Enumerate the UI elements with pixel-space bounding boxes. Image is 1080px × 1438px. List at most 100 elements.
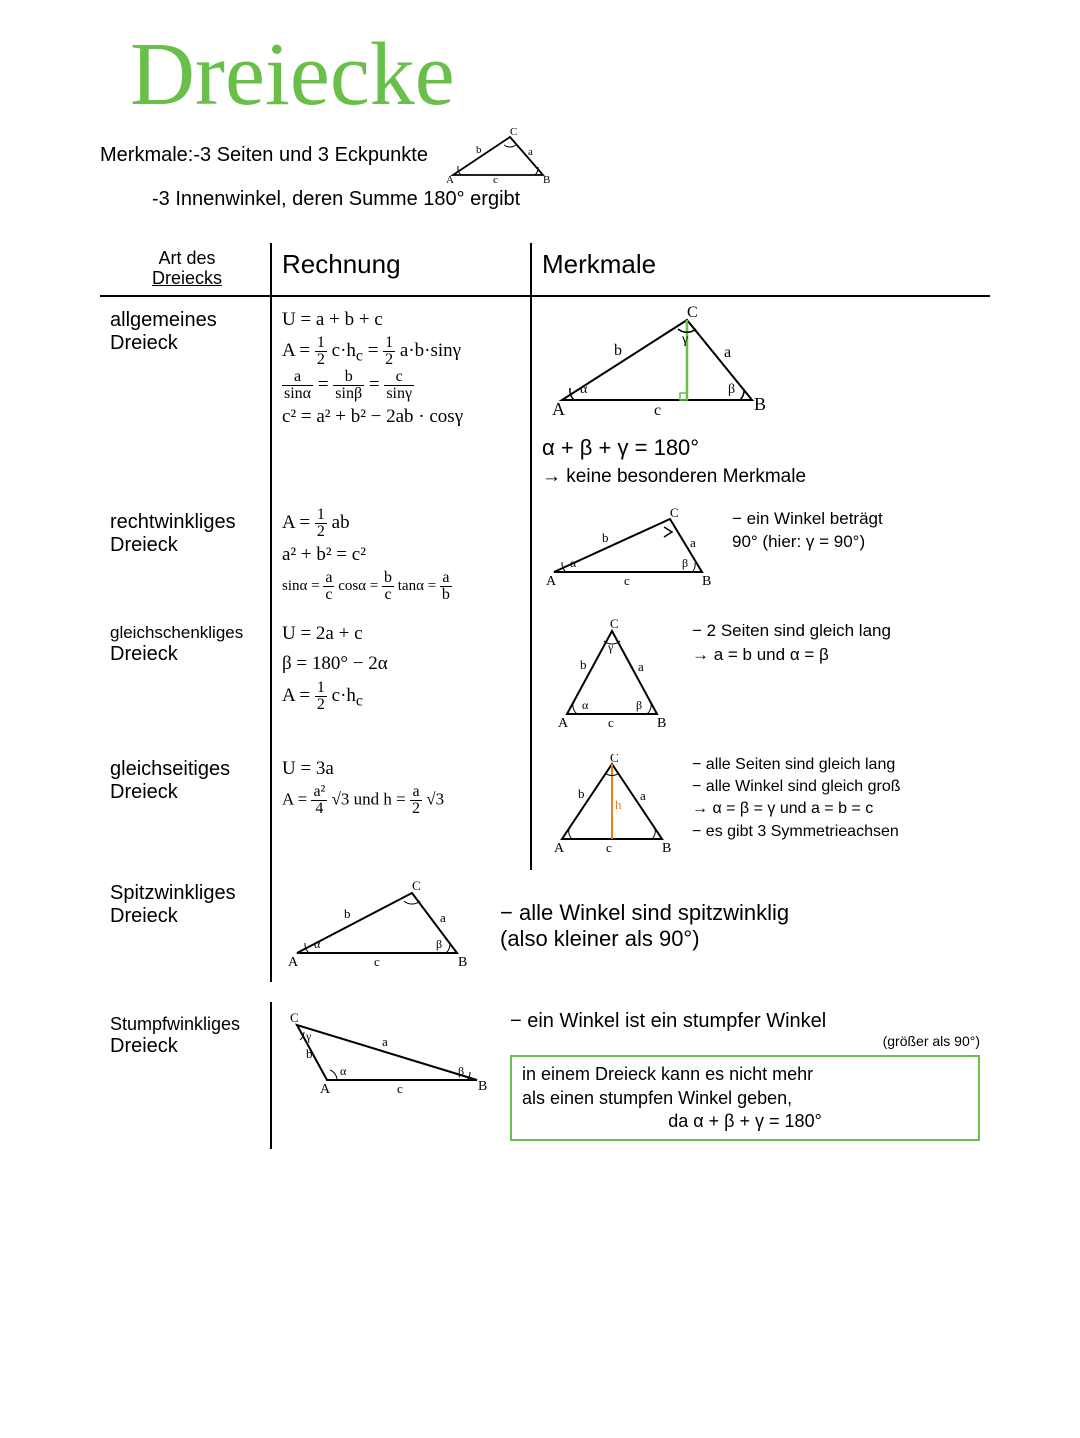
svg-text:γ: γ (305, 1029, 312, 1043)
row2-calc3: A = 12 c·hc (282, 680, 520, 714)
row1-diagram: A B C b a c α β (542, 507, 722, 596)
svg-text:α: α (580, 382, 588, 397)
row3-note4: − es gibt 3 Symmetrieachsen (692, 821, 901, 843)
intro-block: Merkmale:-3 Seiten und 3 Eckpunkte A B C… (100, 125, 990, 213)
svg-text:B: B (478, 1079, 487, 1094)
row1-note2: 90° (hier: γ = 90°) (732, 530, 883, 554)
svg-text:b: b (344, 906, 351, 921)
svg-text:a: a (638, 659, 644, 674)
row2-note2: → a = b und α = β (692, 643, 891, 667)
row1-note1: − ein Winkel beträgt (732, 507, 883, 531)
svg-text:C: C (610, 754, 619, 765)
svg-text:α: α (582, 698, 589, 712)
row4-line2: (also kleiner als 90°) (500, 926, 789, 952)
row2-calc1: U = 2a + c (282, 619, 520, 649)
svg-text:α: α (570, 556, 577, 570)
header-col2: Rechnung (270, 243, 530, 295)
svg-text:A: A (546, 574, 557, 587)
svg-text:b: b (306, 1046, 313, 1061)
row1-name1: rechtwinkliges (110, 511, 264, 534)
table-row: Stumpfwinkliges Dreieck A B C b a c α β (100, 1002, 990, 1149)
row4-line1: − alle Winkel sind spitzwinklig (500, 900, 789, 926)
svg-text:A: A (552, 399, 565, 419)
svg-text:c: c (374, 954, 380, 968)
svg-text:B: B (702, 574, 711, 587)
svg-text:c: c (397, 1081, 403, 1095)
row4-diagram: A B C b a c α β (282, 878, 482, 974)
row5-line1: − ein Winkel ist ein stumpfer Winkel (510, 1010, 826, 1032)
svg-text:β: β (636, 698, 642, 712)
vertex-C: C (510, 126, 517, 138)
svg-text:γ: γ (607, 640, 614, 654)
box-l3: da α + β + γ = 180° (522, 1110, 968, 1133)
row3-name1: gleichseitiges (110, 758, 264, 781)
intro-line1: -3 Seiten und 3 Eckpunkte (193, 144, 428, 166)
row3-note1: − alle Seiten sind gleich lang (692, 754, 901, 776)
row4-name2: Dreieck (110, 905, 264, 928)
svg-text:C: C (412, 878, 421, 893)
row2-diagram: A B C b a c α β γ (542, 619, 682, 738)
svg-text:B: B (662, 841, 671, 854)
svg-text:B: B (458, 955, 467, 968)
header-col1-line1: Art des (110, 249, 264, 269)
svg-text:a: a (440, 910, 446, 925)
table-row: gleichschenkliges Dreieck U = 2a + c β =… (100, 611, 990, 746)
svg-text:b: b (602, 530, 609, 545)
row2-note1: − 2 Seiten sind gleich lang (692, 619, 891, 643)
row5-diagram: A B C b a c α β γ (282, 1010, 492, 1101)
svg-text:a: a (690, 535, 696, 550)
table-row: rechtwinkliges Dreieck A = 12 ab a² + b²… (100, 499, 990, 611)
svg-text:h: h (615, 797, 622, 812)
row3-note2: − alle Winkel sind gleich groß (692, 776, 901, 798)
svg-text:α: α (340, 1064, 347, 1078)
row5-name1: Stumpfwinkliges (110, 1014, 264, 1035)
vertex-A: A (446, 174, 454, 185)
row4-name1: Spitzwinkliges (110, 882, 264, 905)
row0-calc1: U = a + b + c (282, 305, 520, 335)
svg-text:γ: γ (681, 332, 688, 347)
row3-diagram: h A B C b a c (542, 754, 682, 863)
row0-name1: allgemeines (110, 309, 264, 332)
table-header: Art des Dreiecks Rechnung Merkmale (100, 243, 990, 297)
row2-name2: Dreieck (110, 643, 264, 666)
vertex-B: B (543, 174, 550, 185)
svg-text:B: B (754, 394, 766, 414)
table-row: gleichseitiges Dreieck U = 3a A = a²4 √3… (100, 746, 990, 871)
row0-name2: Dreieck (110, 332, 264, 355)
intro-line2: -3 Innenwinkel, deren Summe 180° ergibt (152, 185, 990, 213)
obtuse-note-box: in einem Dreieck kann es nicht mehr als … (510, 1055, 980, 1141)
row3-name2: Dreieck (110, 781, 264, 804)
row0-anglesum: α + β + γ = 180° (542, 433, 980, 464)
svg-text:a: a (382, 1034, 388, 1049)
svg-text:c: c (493, 174, 498, 185)
svg-text:b: b (580, 657, 587, 672)
row1-calc3: sinα = ac cosα = bc tanα = ab (282, 570, 520, 603)
row0-diagram: A B C b a c α β γ (542, 305, 980, 434)
triangle-table: Art des Dreiecks Rechnung Merkmale allge… (100, 243, 990, 1149)
row5-name2: Dreieck (110, 1035, 264, 1058)
row0-calc4: c² = a² + b² − 2ab · cosγ (282, 402, 520, 432)
svg-text:b: b (578, 786, 585, 801)
svg-text:a: a (724, 344, 731, 361)
row1-calc2: a² + b² = c² (282, 540, 520, 570)
svg-text:β: β (682, 556, 688, 570)
svg-text:A: A (558, 716, 569, 729)
box-l1: in einem Dreieck kann es nicht mehr (522, 1063, 968, 1086)
row1-calc1: A = 12 ab (282, 507, 520, 540)
table-row: Spitzwinkliges Dreieck A B C b a c α β (100, 870, 990, 982)
table-row: allgemeines Dreieck U = a + b + c A = 12… (100, 297, 990, 499)
svg-text:C: C (687, 305, 698, 321)
row0-calc3: asinα = bsinβ = csinγ (282, 369, 520, 402)
svg-text:β: β (458, 1064, 464, 1078)
header-col3: Merkmale (530, 243, 990, 295)
svg-text:a: a (640, 788, 646, 803)
svg-text:A: A (320, 1082, 331, 1095)
box-l2: als einen stumpfen Winkel geben, (522, 1087, 968, 1110)
intro-triangle-diagram: A B C b a c (438, 125, 558, 185)
row1-name2: Dreieck (110, 534, 264, 557)
svg-text:α: α (314, 937, 321, 951)
svg-text:C: C (610, 619, 619, 631)
svg-text:β: β (728, 382, 735, 397)
svg-text:b: b (614, 342, 622, 359)
svg-text:b: b (476, 144, 482, 156)
